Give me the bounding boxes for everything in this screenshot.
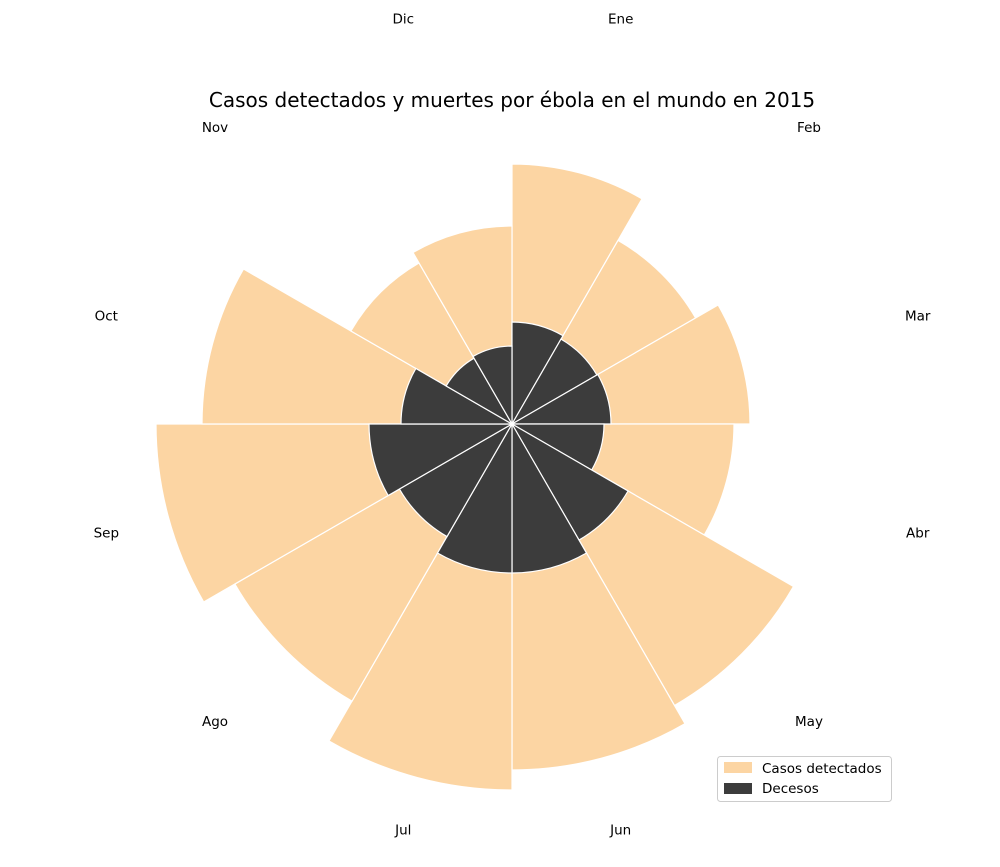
legend: Casos detectados Decesos: [717, 756, 892, 802]
bar-decesos-mar: [509, 373, 612, 425]
category-label-may: May: [795, 714, 823, 730]
category-label-jul: Jul: [394, 823, 411, 839]
category-label-ene: Ene: [608, 11, 633, 27]
legend-label-decesos: Decesos: [762, 781, 819, 797]
bar-decesos-dic: [472, 345, 513, 427]
category-label-dic: Dic: [393, 11, 415, 27]
category-label-nov: Nov: [202, 120, 228, 136]
category-label-abr: Abr: [906, 526, 930, 542]
bar-decesos-ene: [511, 321, 564, 427]
bar-decesos-oct: [400, 367, 515, 425]
bar-decesos-jul: [436, 421, 513, 574]
legend-swatch-casos-detectados: [724, 762, 752, 773]
legend-swatch-decesos: [724, 783, 752, 794]
category-label-oct: Oct: [95, 308, 118, 324]
legend-label-casos-detectados: Casos detectados: [762, 761, 882, 777]
chart-title: Casos detectados y muertes por ébola en …: [209, 88, 815, 112]
category-label-feb: Feb: [797, 120, 821, 136]
category-label-sep: Sep: [94, 526, 119, 542]
bar-decesos-sep: [368, 423, 515, 497]
legend-frame: [717, 756, 892, 802]
series-decesos: [368, 321, 629, 574]
category-label-mar: Mar: [905, 308, 931, 324]
category-label-jun: Jun: [609, 823, 631, 839]
category-label-ago: Ago: [202, 714, 228, 730]
category-labels: Ene Feb Mar Abr May Jun Jul Ago Sep Oct Nov Dic: [94, 11, 931, 838]
